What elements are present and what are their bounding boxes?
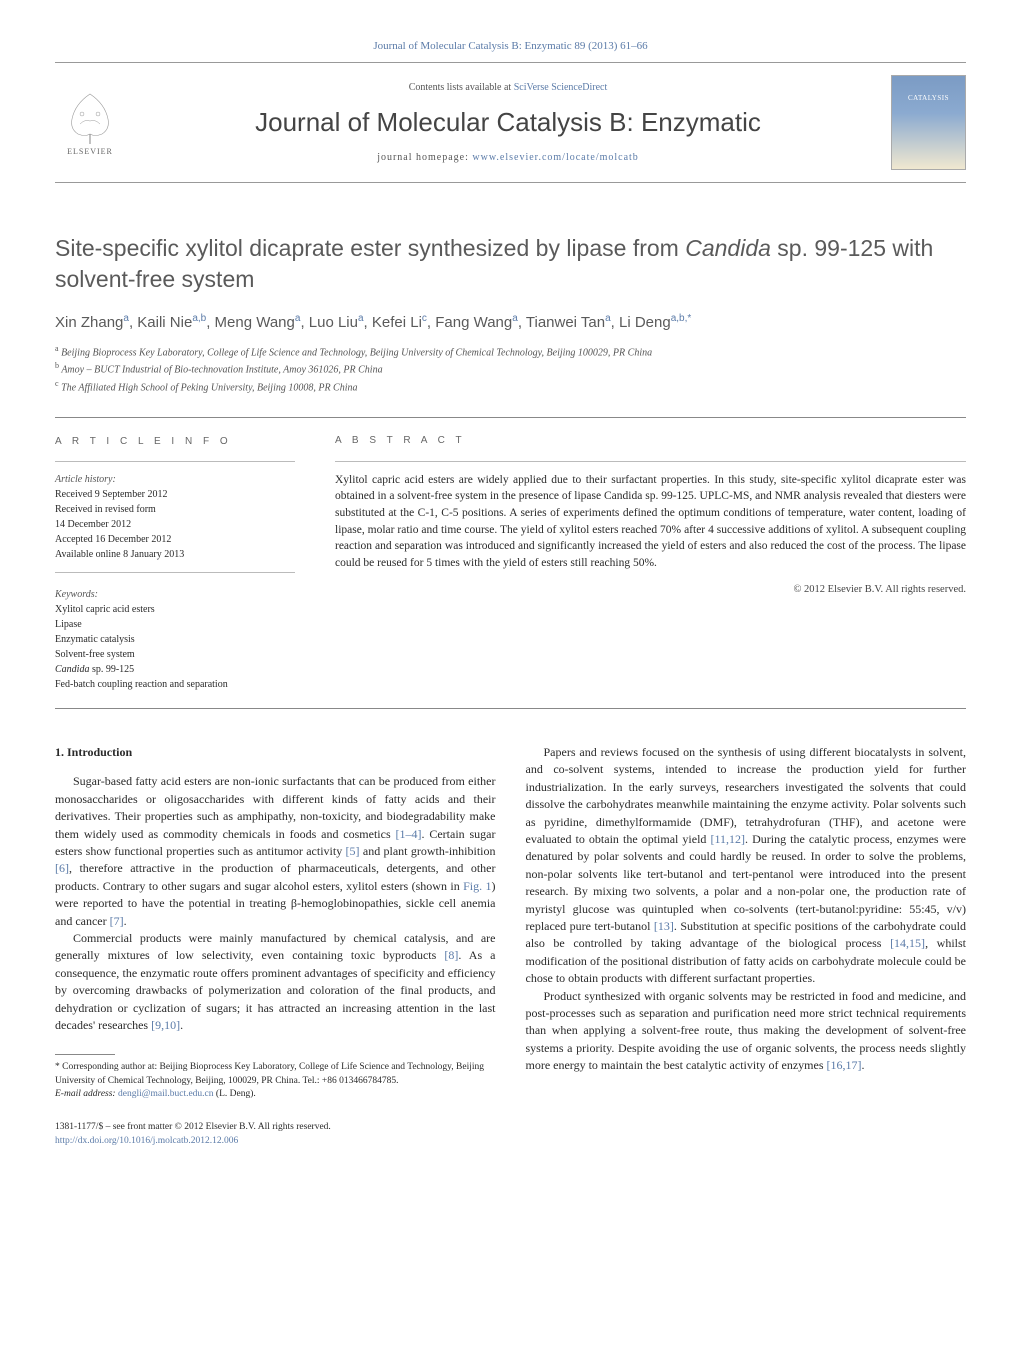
left-column: 1. Introduction Sugar-based fatty acid e…: [55, 744, 496, 1148]
abstract-heading: A B S T R A C T: [335, 434, 966, 449]
section-title: Introduction: [67, 745, 132, 759]
reference-link[interactable]: [8]: [444, 948, 458, 962]
article-info-heading: A R T I C L E I N F O: [55, 434, 295, 449]
reference-link[interactable]: [16,17]: [827, 1058, 862, 1072]
section-number: 1.: [55, 745, 64, 759]
info-abstract-block: A R T I C L E I N F O Article history: R…: [55, 417, 966, 709]
keyword: Enzymatic catalysis: [55, 632, 295, 647]
email-name: (L. Deng).: [216, 1089, 256, 1099]
right-paragraphs: Papers and reviews focused on the synthe…: [526, 744, 967, 1074]
keywords-label: Keywords:: [55, 587, 295, 602]
journal-cover-thumbnail[interactable]: CATALYSIS: [891, 75, 966, 170]
email-footnote: E-mail address: dengli@mail.buct.edu.cn …: [55, 1088, 496, 1101]
keyword: Fed-batch coupling reaction and separati…: [55, 677, 295, 692]
homepage-link[interactable]: www.elsevier.com/locate/molcatb: [472, 152, 638, 163]
history-item: Received in revised form: [55, 502, 295, 517]
article-title: Site-specific xylitol dicaprate ester sy…: [55, 233, 966, 295]
body-paragraph: Papers and reviews focused on the synthe…: [526, 744, 967, 987]
journal-center: Contents lists available at SciVerse Sci…: [145, 82, 871, 163]
reference-link[interactable]: [14,15]: [890, 936, 925, 950]
keyword: Candida sp. 99-125: [55, 662, 295, 677]
body-paragraph: Sugar-based fatty acid esters are non-io…: [55, 773, 496, 930]
reference-link[interactable]: Fig. 1: [463, 879, 491, 893]
corresponding-footnote: * Corresponding author at: Beijing Biopr…: [55, 1061, 496, 1088]
footer-copyright: 1381-1177/$ – see front matter © 2012 El…: [55, 1121, 496, 1134]
history-item: 14 December 2012: [55, 517, 295, 532]
right-column: Papers and reviews focused on the synthe…: [526, 744, 967, 1148]
keywords-list: Xylitol capric acid estersLipaseEnzymati…: [55, 602, 295, 692]
contents-prefix: Contents lists available at: [409, 82, 514, 93]
history-label: Article history:: [55, 472, 295, 487]
history-list: Received 9 September 2012Received in rev…: [55, 487, 295, 562]
reference-link[interactable]: [5]: [346, 844, 360, 858]
affiliation: a Beijing Bioprocess Key Laboratory, Col…: [55, 343, 966, 360]
footer: 1381-1177/$ – see front matter © 2012 El…: [55, 1121, 496, 1148]
affiliations: a Beijing Bioprocess Key Laboratory, Col…: [55, 343, 966, 395]
info-divider: [55, 572, 295, 573]
cover-label: CATALYSIS: [908, 94, 949, 102]
reference-link[interactable]: [6]: [55, 861, 69, 875]
reference-link[interactable]: [13]: [654, 919, 674, 933]
elsevier-logo[interactable]: ELSEVIER: [55, 83, 125, 163]
email-link[interactable]: dengli@mail.buct.edu.cn: [118, 1089, 214, 1099]
abstract-text: Xylitol capric acid esters are widely ap…: [335, 472, 966, 572]
journal-header-box: ELSEVIER Contents lists available at Sci…: [55, 62, 966, 183]
author-list: Xin Zhanga, Kaili Niea,b, Meng Wanga, Lu…: [55, 313, 966, 331]
journal-citation: Journal of Molecular Catalysis B: Enzyma…: [55, 40, 966, 52]
reference-link[interactable]: [7]: [110, 914, 124, 928]
info-divider: [55, 461, 295, 462]
abstract-divider: [335, 461, 966, 462]
history-item: Received 9 September 2012: [55, 487, 295, 502]
elsevier-tree-icon: [60, 89, 120, 144]
left-paragraphs: Sugar-based fatty acid esters are non-io…: [55, 773, 496, 1034]
homepage-prefix: journal homepage:: [377, 152, 472, 163]
reference-link[interactable]: [9,10]: [151, 1018, 180, 1032]
body-paragraph: Product synthesized with organic solvent…: [526, 988, 967, 1075]
keyword: Solvent-free system: [55, 647, 295, 662]
history-item: Accepted 16 December 2012: [55, 532, 295, 547]
affiliation: b Amoy – BUCT Industrial of Bio-technova…: [55, 360, 966, 377]
abstract: A B S T R A C T Xylitol capric acid este…: [315, 418, 966, 708]
email-label: E-mail address:: [55, 1089, 116, 1099]
sciencedirect-link[interactable]: SciVerse ScienceDirect: [514, 82, 608, 93]
body-columns: 1. Introduction Sugar-based fatty acid e…: [55, 744, 966, 1148]
history-item: Available online 8 January 2013: [55, 547, 295, 562]
title-pre: Site-specific xylitol dicaprate ester sy…: [55, 235, 685, 261]
keyword: Xylitol capric acid esters: [55, 602, 295, 617]
reference-link[interactable]: [11,12]: [710, 832, 745, 846]
contents-line: Contents lists available at SciVerse Sci…: [145, 82, 871, 93]
journal-name: Journal of Molecular Catalysis B: Enzyma…: [145, 107, 871, 138]
keyword: Lipase: [55, 617, 295, 632]
body-paragraph: Commercial products were mainly manufact…: [55, 930, 496, 1034]
doi-link[interactable]: http://dx.doi.org/10.1016/j.molcatb.2012…: [55, 1136, 238, 1146]
elsevier-label: ELSEVIER: [67, 147, 113, 156]
section-heading: 1. Introduction: [55, 744, 496, 761]
abstract-copyright: © 2012 Elsevier B.V. All rights reserved…: [335, 582, 966, 597]
footnote-separator: [55, 1054, 115, 1055]
reference-link[interactable]: [1–4]: [395, 827, 421, 841]
article-info: A R T I C L E I N F O Article history: R…: [55, 418, 315, 708]
affiliation: c The Affiliated High School of Peking U…: [55, 378, 966, 395]
journal-homepage: journal homepage: www.elsevier.com/locat…: [145, 152, 871, 163]
title-italic: Candida: [685, 235, 771, 261]
